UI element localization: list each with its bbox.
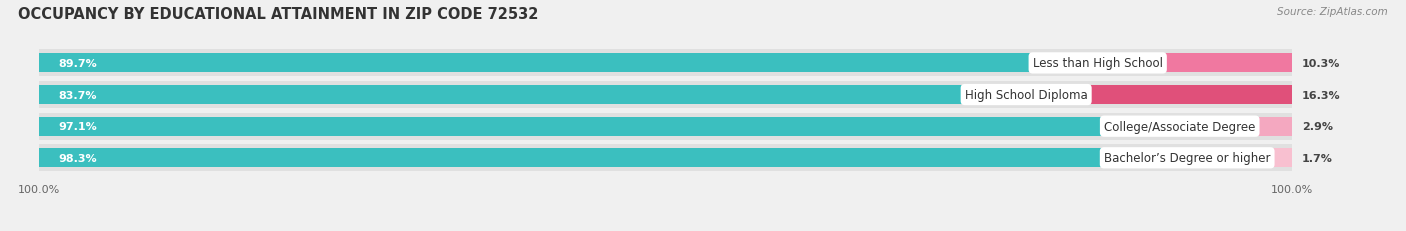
Text: 97.1%: 97.1% xyxy=(58,122,97,132)
Bar xyxy=(1256,117,1292,136)
Text: Less than High School: Less than High School xyxy=(1033,57,1163,70)
Text: OCCUPANCY BY EDUCATIONAL ATTAINMENT IN ZIP CODE 72532: OCCUPANCY BY EDUCATIONAL ATTAINMENT IN Z… xyxy=(18,7,538,22)
Bar xyxy=(39,145,1292,171)
Text: 16.3%: 16.3% xyxy=(1302,90,1340,100)
Text: High School Diploma: High School Diploma xyxy=(965,89,1088,102)
Text: College/Associate Degree: College/Associate Degree xyxy=(1104,120,1256,133)
Bar xyxy=(1271,149,1292,167)
Bar xyxy=(39,117,1256,136)
Bar xyxy=(39,82,1292,109)
Bar xyxy=(39,54,1163,73)
Bar xyxy=(1088,86,1292,105)
Text: 83.7%: 83.7% xyxy=(58,90,97,100)
Text: Source: ZipAtlas.com: Source: ZipAtlas.com xyxy=(1277,7,1388,17)
Text: 10.3%: 10.3% xyxy=(1302,59,1340,69)
Text: 89.7%: 89.7% xyxy=(58,59,97,69)
Bar xyxy=(1163,54,1292,73)
Bar xyxy=(39,86,1088,105)
Text: Bachelor’s Degree or higher: Bachelor’s Degree or higher xyxy=(1104,152,1271,165)
Bar xyxy=(39,113,1292,140)
Text: 98.3%: 98.3% xyxy=(58,153,97,163)
Bar xyxy=(39,149,1271,167)
Bar xyxy=(39,50,1292,77)
Text: 2.9%: 2.9% xyxy=(1302,122,1333,132)
Text: 1.7%: 1.7% xyxy=(1302,153,1333,163)
